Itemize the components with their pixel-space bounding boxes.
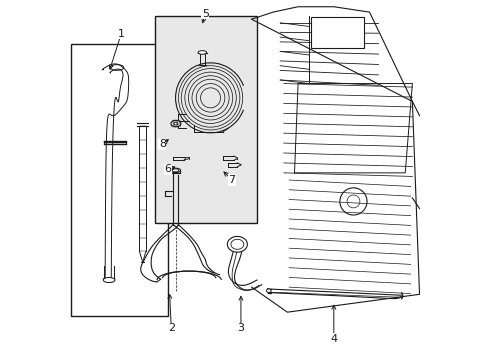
Ellipse shape: [266, 289, 270, 293]
Text: 5: 5: [201, 9, 208, 19]
Ellipse shape: [171, 120, 181, 127]
Ellipse shape: [198, 51, 206, 54]
Text: 2: 2: [167, 323, 175, 333]
Text: 6: 6: [164, 164, 171, 174]
Ellipse shape: [172, 169, 179, 172]
Text: 3: 3: [237, 323, 244, 333]
Text: 8: 8: [159, 139, 165, 149]
Bar: [310, 18, 364, 48]
Bar: [71, 44, 167, 316]
Text: 7: 7: [228, 175, 235, 185]
Text: 4: 4: [329, 334, 337, 344]
Bar: [155, 16, 257, 223]
Text: 1: 1: [118, 28, 124, 39]
Ellipse shape: [103, 278, 115, 283]
Ellipse shape: [173, 122, 178, 125]
Ellipse shape: [170, 168, 180, 172]
